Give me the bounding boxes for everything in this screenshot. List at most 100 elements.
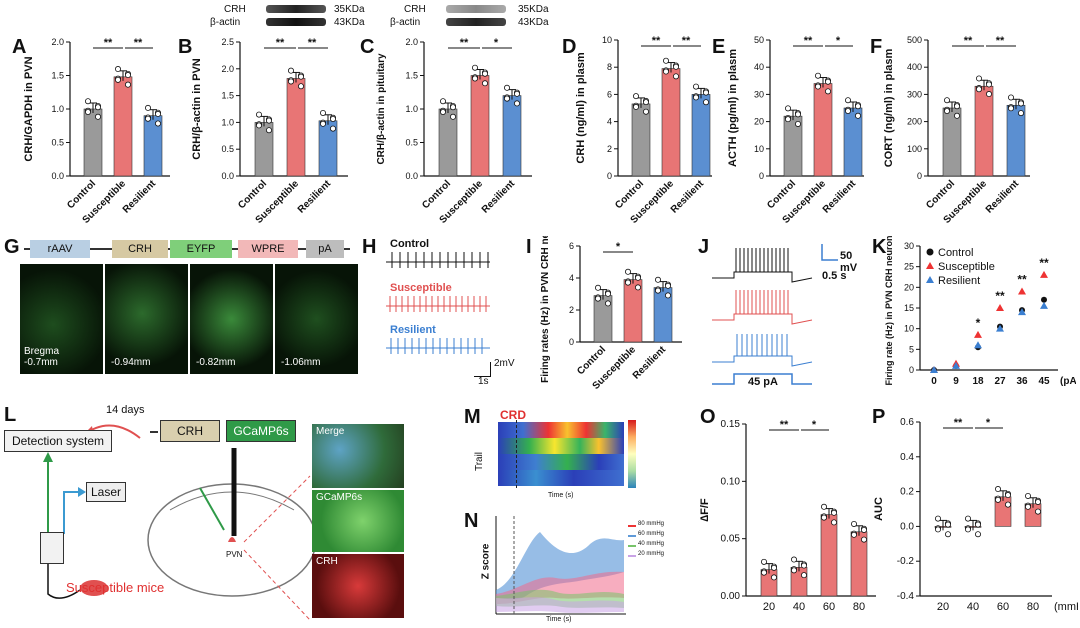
y-tick-label: 200 — [907, 117, 922, 127]
x-tick-label: 45 — [1038, 376, 1050, 387]
y-tick-label: 4 — [607, 117, 612, 127]
y-tick-label: 40 — [754, 62, 764, 72]
data-point — [1007, 105, 1014, 112]
data-point — [785, 105, 792, 112]
n-legend-20: 20 mmHg — [638, 551, 665, 557]
data-point — [954, 112, 961, 119]
h-scale-mv: 2mV — [494, 358, 515, 369]
x-tick-label: 60 — [997, 601, 1009, 613]
data-point — [830, 519, 837, 526]
y-tick-label: 10 — [754, 144, 764, 154]
data-point — [673, 63, 680, 70]
sig-label: ** — [804, 35, 813, 47]
x-tick-label: 60 — [823, 601, 835, 613]
data-point — [995, 496, 1002, 503]
data-point — [450, 104, 457, 111]
data-point — [944, 97, 951, 104]
data-point — [1004, 492, 1011, 499]
data-point — [605, 300, 612, 307]
y-tick-label: 4 — [569, 273, 574, 283]
img-gcamp-label: GCaMP6s — [316, 492, 363, 503]
data-point — [815, 72, 822, 79]
legend-label: Resilient — [938, 275, 980, 287]
sig-label: ** — [1039, 256, 1049, 270]
y-tick-label: 2.0 — [51, 37, 64, 47]
panel-label-J: J — [698, 236, 710, 258]
bregma-label-2: -0.94mm — [111, 357, 151, 368]
gcamp-box: GCaMP6s — [226, 420, 296, 442]
n-legend-60: 60 mmHg — [638, 531, 665, 537]
data-point — [633, 103, 640, 110]
x-tick-label: 40 — [793, 601, 805, 613]
h-scale-bar — [474, 362, 491, 377]
panel-l: 14 days Detection system Laser CRH GCaMP… — [0, 404, 460, 626]
m-ylabel: Trail — [474, 451, 486, 472]
data-point — [595, 295, 602, 302]
y-tick-label: 0.6 — [900, 417, 914, 428]
segment-wpre: WPRE — [238, 240, 298, 258]
blot-c-kda1: 35KDa — [518, 4, 549, 15]
x-tick-label: 36 — [1016, 376, 1028, 387]
point-susceptible — [1040, 270, 1048, 278]
sig-label: * — [616, 241, 621, 253]
n-xlabel: Time (s) — [546, 616, 572, 623]
x-tick-label: Resilient — [121, 178, 159, 216]
trace-resilient — [386, 338, 490, 354]
data-point — [450, 113, 457, 120]
sig-label: ** — [308, 37, 317, 49]
y-tick-label: 0.0 — [900, 521, 914, 532]
y-axis-label: Firing rates (Hz) in PVN CRH neurons — [540, 236, 551, 383]
blot-b-kda1: 35KDa — [334, 4, 365, 15]
y-tick-label: 1.5 — [221, 91, 234, 101]
m-row-60 — [498, 438, 624, 454]
bar-susceptible — [286, 78, 306, 177]
data-point — [976, 86, 983, 93]
y-tick-label: 0 — [607, 171, 612, 181]
data-point — [635, 284, 642, 291]
sig-label: ** — [1017, 272, 1027, 286]
m-crd-label: CRD — [500, 408, 526, 422]
sig-label: * — [812, 419, 817, 431]
bregma-label-4: -1.06mm — [281, 357, 321, 368]
data-point — [266, 127, 273, 134]
data-point — [633, 93, 640, 100]
panel-h: Control Susceptible Resilient 2mV 1s — [386, 238, 526, 388]
segment-pa: pA — [306, 240, 344, 258]
l-mice-label: Susceptible mice — [66, 580, 165, 595]
x-tick-label: Resilient — [296, 178, 334, 216]
data-point — [986, 81, 993, 88]
detection-system-box: Detection system — [4, 430, 112, 452]
y-tick-label: 0.00 — [721, 591, 741, 602]
sig-label: ** — [134, 37, 143, 49]
data-point — [635, 274, 642, 281]
data-point — [801, 572, 808, 579]
data-point — [625, 279, 632, 286]
data-point — [145, 104, 152, 111]
x-tick-label: 9 — [953, 376, 959, 387]
panel-label-M: M — [464, 406, 481, 428]
panel-n: Z score 80 mmHg 60 mmHg 40 mmHg 20 mmHg … — [476, 512, 666, 628]
trace-susceptible — [386, 296, 490, 312]
data-point — [821, 514, 828, 521]
trace-control — [386, 252, 490, 268]
data-point — [125, 72, 132, 79]
panel-label-F: F — [870, 36, 883, 58]
data-point — [854, 103, 861, 110]
panel-m: CRD Trail Time (s) — [474, 408, 654, 512]
fiber-box — [40, 532, 64, 564]
y-tick-label: 0.15 — [721, 419, 741, 430]
y-axis-label: ∆F/F — [699, 498, 711, 522]
data-point — [815, 83, 822, 90]
m-colorbar — [628, 420, 636, 488]
bar-resilient — [502, 95, 522, 177]
data-point — [288, 78, 295, 85]
blot-c-kda2: 43KDa — [518, 17, 549, 28]
data-point — [154, 110, 161, 117]
x-axis-label: (mmHg) — [1054, 601, 1078, 613]
y-tick-label: 0.10 — [721, 476, 741, 487]
bar-susceptible — [661, 68, 681, 177]
blot-b-band2 — [266, 18, 326, 26]
